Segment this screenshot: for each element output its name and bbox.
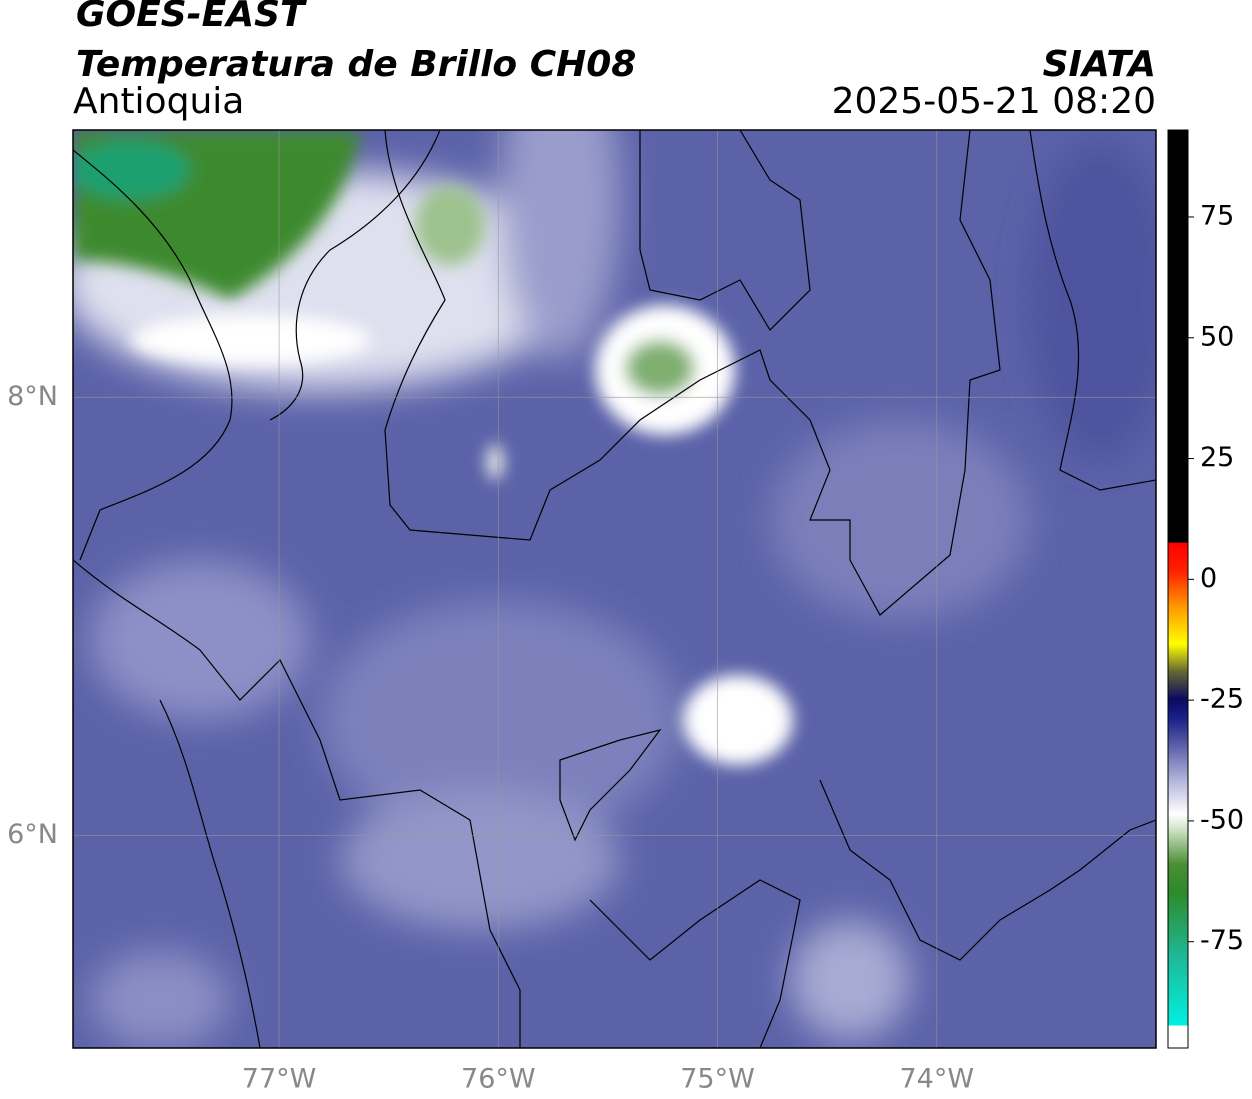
colorbar-tick-label: 25 xyxy=(1200,442,1234,473)
borders xyxy=(73,130,1156,1048)
colorbar-tick-label: -25 xyxy=(1200,684,1244,715)
y-tick-label: 6°N xyxy=(7,819,58,850)
colorbar-tick-label: -50 xyxy=(1200,804,1244,835)
title: GOES-EAST xyxy=(76,0,307,35)
source: SIATA xyxy=(1043,44,1156,85)
colorbar-tick-label: 0 xyxy=(1200,563,1217,594)
satellite-image xyxy=(73,130,1156,1048)
colorbar-tick-label: 50 xyxy=(1200,321,1234,352)
region: Antioquia xyxy=(73,81,244,122)
grid xyxy=(73,130,1156,1048)
x-tick-label: 75°W xyxy=(680,1064,755,1095)
y-tick-label: 8°N xyxy=(7,381,58,412)
colorbar-tick-label: -75 xyxy=(1200,925,1244,956)
subtitle: Temperatura de Brillo CH08 xyxy=(76,44,636,85)
datetime: 2025-05-21 08:20 xyxy=(832,81,1156,122)
map-frame xyxy=(72,129,1157,1049)
x-tick-label: 74°W xyxy=(899,1064,974,1095)
colorbar-tick-label: 75 xyxy=(1200,200,1234,231)
colorbar xyxy=(1167,129,1189,1049)
x-tick-label: 77°W xyxy=(242,1064,317,1095)
x-tick-label: 76°W xyxy=(461,1064,536,1095)
